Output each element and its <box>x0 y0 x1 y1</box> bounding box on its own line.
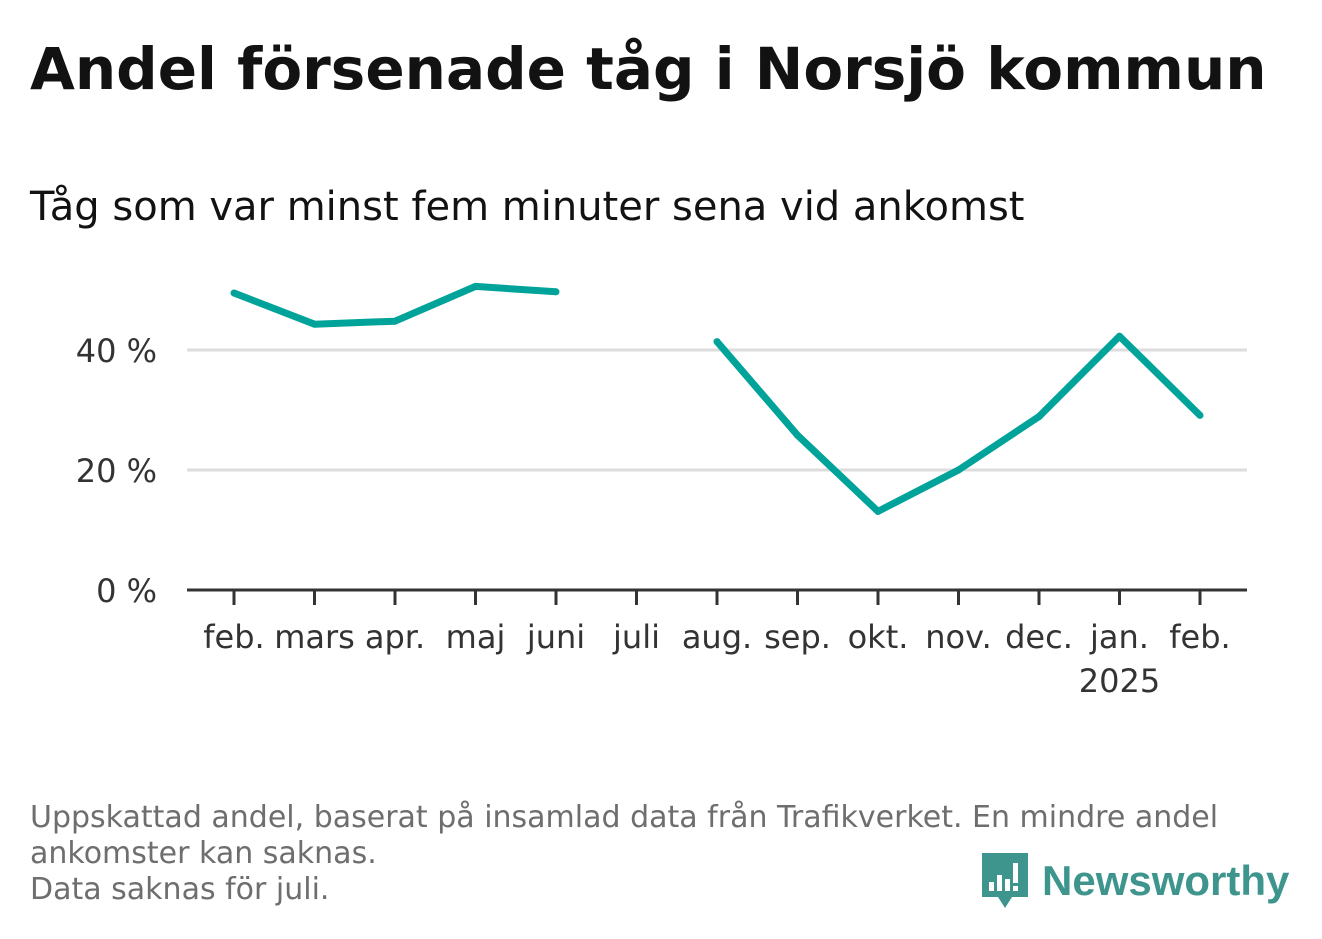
series-layer <box>230 282 1204 515</box>
x-tick-label: aug. <box>682 618 752 656</box>
footnote-line-3: Data saknas för juli. <box>30 872 330 907</box>
newsworthy-logo-icon <box>982 853 1028 908</box>
x-tick-label: juli <box>612 618 660 656</box>
chart-title: Andel försenade tåg i Norsjö kommun <box>30 35 1267 103</box>
y-tick-label: 0 % <box>96 572 157 610</box>
y-axis-labels: 0 % 20 % 40 % <box>76 332 157 610</box>
brand-logo: Newsworthy <box>980 850 1289 912</box>
x-tick-label: feb. <box>1169 618 1230 656</box>
x-tick-label: sep. <box>764 618 831 656</box>
x-tick-label: apr. <box>365 618 425 656</box>
series-line <box>714 332 1203 515</box>
chart-subtitle: Tåg som var minst fem minuter sena vid a… <box>30 184 1025 230</box>
x-tick-label: nov. <box>925 618 991 656</box>
footnote-line-2: ankomster kan saknas. <box>30 836 377 871</box>
series-line <box>232 282 557 328</box>
x-tick-label: okt. <box>848 618 909 656</box>
x-tick-label: jan. <box>1089 618 1149 656</box>
x-tick-label: feb. <box>203 618 264 656</box>
brand-name: Newsworthy <box>1042 857 1290 904</box>
y-tick-label: 40 % <box>76 332 157 370</box>
footnote: Uppskattad andel, baserat på insamlad da… <box>30 800 1280 908</box>
footnote-line-1: Uppskattad andel, baserat på insamlad da… <box>30 800 1219 835</box>
x-tick-label: juni <box>526 618 585 656</box>
x-tick-label: maj <box>446 618 506 656</box>
gridlines <box>187 348 1247 472</box>
x-tick-label: mars <box>274 618 355 656</box>
x-year-label: 2025 <box>1079 662 1160 700</box>
x-tick-label: dec. <box>1005 618 1073 656</box>
x-axis: feb. mars apr. maj juni juli aug. sep. okt. nov. d… <box>187 588 1247 700</box>
y-tick-label: 20 % <box>76 452 157 490</box>
